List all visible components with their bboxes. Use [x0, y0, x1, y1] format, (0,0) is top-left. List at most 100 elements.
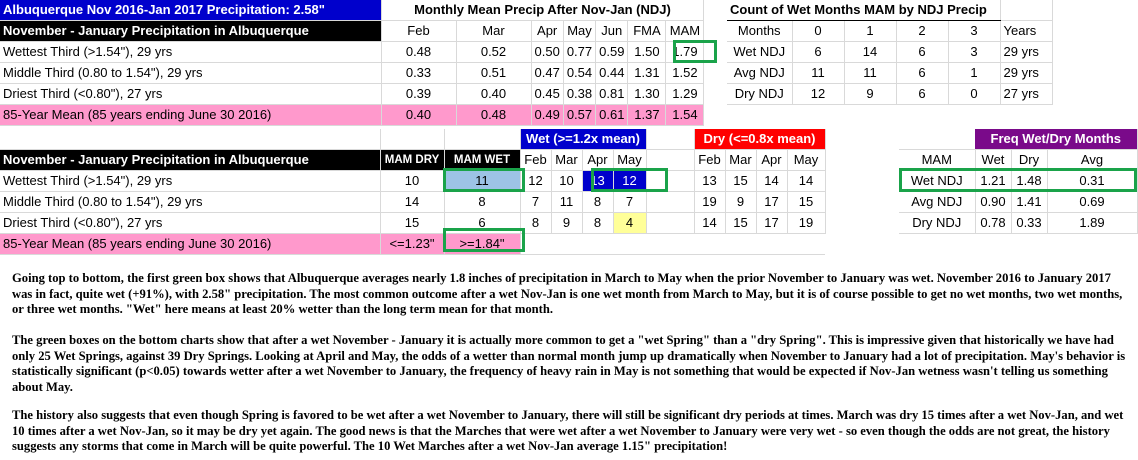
paragraph: The history also suggests that even thou…	[12, 408, 1124, 454]
col-header: 1	[844, 20, 897, 42]
cell: 1.30	[627, 83, 667, 105]
col-header: Mar	[456, 20, 532, 42]
cell: 6	[896, 62, 949, 84]
cell: 14	[380, 191, 445, 213]
col-header: Feb	[694, 149, 726, 171]
col-header: MAM	[899, 149, 976, 171]
cell: 9	[844, 83, 897, 105]
cell: 15	[787, 191, 826, 213]
blank-cell	[520, 233, 825, 255]
row-label: Dry NDJ	[899, 212, 976, 234]
cell: 11	[792, 62, 845, 84]
cell: 9	[551, 212, 583, 234]
cell: 0.39	[381, 83, 457, 105]
row-label: 85-Year Mean (85 years ending June 30 20…	[0, 233, 381, 255]
cell: 0.57	[563, 104, 597, 126]
blank-cell	[646, 212, 695, 234]
cell: 6	[896, 83, 949, 105]
cell: 1.37	[627, 104, 667, 126]
table-row: Dry NDJ 12 9 6 0 27 yrs	[727, 83, 1053, 105]
table-row: 85-Year Mean (85 years ending June 30 20…	[0, 104, 705, 126]
blank-cell	[380, 129, 445, 150]
col-header: May	[787, 149, 826, 171]
col-header: Feb	[381, 20, 457, 42]
main-title: Albuquerque Nov 2016-Jan 2017 Precipitat…	[0, 0, 382, 21]
cell: 17	[756, 212, 788, 234]
col-header: Wet	[975, 149, 1012, 171]
monthly-mean-title: Monthly Mean Precip After Nov-Jan (NDJ)	[381, 0, 705, 21]
cell: 0.40	[381, 104, 457, 126]
col-header: May	[563, 20, 597, 42]
cell: 0.78	[975, 212, 1012, 234]
cell: 3	[948, 41, 1001, 63]
highlight-box	[591, 168, 668, 192]
row-label: Driest Third (<0.80"), 27 yrs	[0, 212, 381, 234]
cell: 15	[725, 212, 757, 234]
cell: 0.40	[456, 83, 532, 105]
cell: 0.59	[595, 41, 629, 63]
cell: 1.41	[1011, 191, 1048, 213]
cell: 0.50	[531, 41, 564, 63]
cell: 0.54	[563, 62, 597, 84]
cell: 29 yrs	[1000, 62, 1053, 84]
wet-count-title: Count of Wet Months MAM by NDJ Precip	[727, 0, 1001, 21]
cell: 0.61	[595, 104, 629, 126]
cell: 0.44	[595, 62, 629, 84]
cell: 9	[725, 191, 757, 213]
highlight-box	[443, 228, 525, 252]
row-label: Wettest Third (>1.54"), 29 yrs	[0, 41, 382, 63]
cell: 11	[551, 191, 583, 213]
cell: 14	[756, 170, 788, 192]
cell: 8	[444, 191, 521, 213]
row-label: Avg NDJ	[899, 191, 976, 213]
wet-header: Wet (>=1.2x mean)	[520, 129, 647, 150]
cell: 13	[694, 170, 726, 192]
blank-cell	[646, 149, 695, 171]
cell: 1.50	[627, 41, 667, 63]
highlight-box	[899, 168, 1137, 192]
cell: 0.45	[531, 83, 564, 105]
cell: 7	[520, 191, 552, 213]
col-header: Apr	[756, 149, 788, 171]
cell: 8	[582, 191, 614, 213]
cell: 14	[787, 170, 826, 192]
col-header: 0	[792, 20, 845, 42]
table-row: Middle Third (0.80 to 1.54"), 29 yrs 0.3…	[0, 62, 705, 84]
table-row: Wettest Third (>1.54"), 29 yrs 10 11 12 …	[0, 170, 826, 192]
cell: 0	[948, 83, 1001, 105]
cell: 0.33	[381, 62, 457, 84]
cell: 0.48	[456, 104, 532, 126]
blank-cell	[0, 129, 381, 150]
cell: 1.29	[665, 83, 705, 105]
cell: 1.31	[627, 62, 667, 84]
blank-cell	[1000, 0, 1053, 21]
row-label: Wettest Third (>1.54"), 29 yrs	[0, 170, 381, 192]
table-row: Wet NDJ 1.21 1.48 0.31	[899, 170, 1138, 192]
table-row: Avg NDJ 11 11 6 1 29 yrs	[727, 62, 1053, 84]
cell: 19	[787, 212, 826, 234]
cell: 6	[792, 41, 845, 63]
row-label: Middle Third (0.80 to 1.54"), 29 yrs	[0, 62, 382, 84]
cell: 27 yrs	[1000, 83, 1053, 105]
row-label: Wet NDJ	[727, 41, 793, 63]
row-label: Driest Third (<0.80"), 27 yrs	[0, 83, 382, 105]
highlight-box	[443, 168, 525, 192]
cell: 29 yrs	[1000, 41, 1053, 63]
cell: 17	[756, 191, 788, 213]
blank-cell	[444, 129, 521, 150]
blank-cell	[646, 191, 695, 213]
bottom-title: November - January Precipitation in Albu…	[0, 149, 381, 171]
paragraph: Going top to bottom, the first green box…	[12, 271, 1123, 317]
cell: 0.81	[595, 83, 629, 105]
cell: 0.33	[1011, 212, 1048, 234]
row-label: Dry NDJ	[727, 83, 793, 105]
cell: 10	[380, 170, 445, 192]
table-row: 85-Year Mean (85 years ending June 30 20…	[0, 233, 825, 255]
col-header: FMA	[627, 20, 667, 42]
bottom-precip-table: Wet (>=1.2x mean) Dry (<=0.8x mean) Nove…	[0, 129, 826, 255]
table-row: Avg NDJ 0.90 1.41 0.69	[899, 191, 1138, 213]
col-header: Jun	[595, 20, 629, 42]
cell: <=1.23"	[380, 233, 445, 255]
cell: 0.69	[1047, 191, 1138, 213]
cell: 0.49	[531, 104, 564, 126]
